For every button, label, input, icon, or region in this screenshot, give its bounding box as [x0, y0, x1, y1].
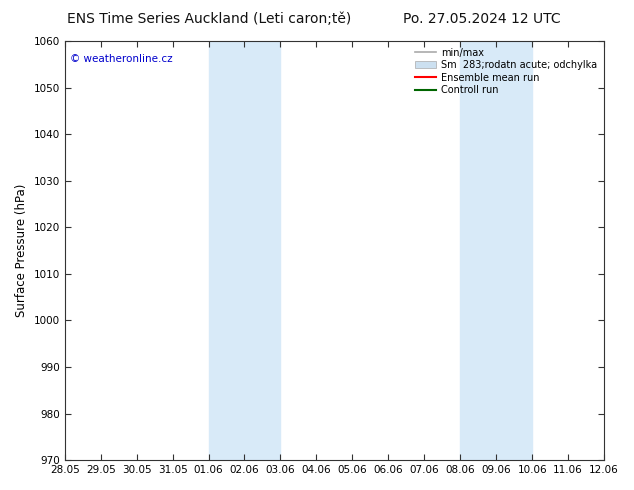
- Text: ENS Time Series Auckland (Leti caron;tě): ENS Time Series Auckland (Leti caron;tě): [67, 12, 351, 26]
- Bar: [460, 41, 532, 460]
- Text: Po. 27.05.2024 12 UTC: Po. 27.05.2024 12 UTC: [403, 12, 560, 26]
- Legend: min/max, Sm  283;rodatn acute; odchylka, Ensemble mean run, Controll run: min/max, Sm 283;rodatn acute; odchylka, …: [411, 44, 601, 99]
- Y-axis label: Surface Pressure (hPa): Surface Pressure (hPa): [15, 184, 28, 318]
- Text: © weatheronline.cz: © weatheronline.cz: [70, 53, 172, 64]
- Bar: [209, 41, 280, 460]
